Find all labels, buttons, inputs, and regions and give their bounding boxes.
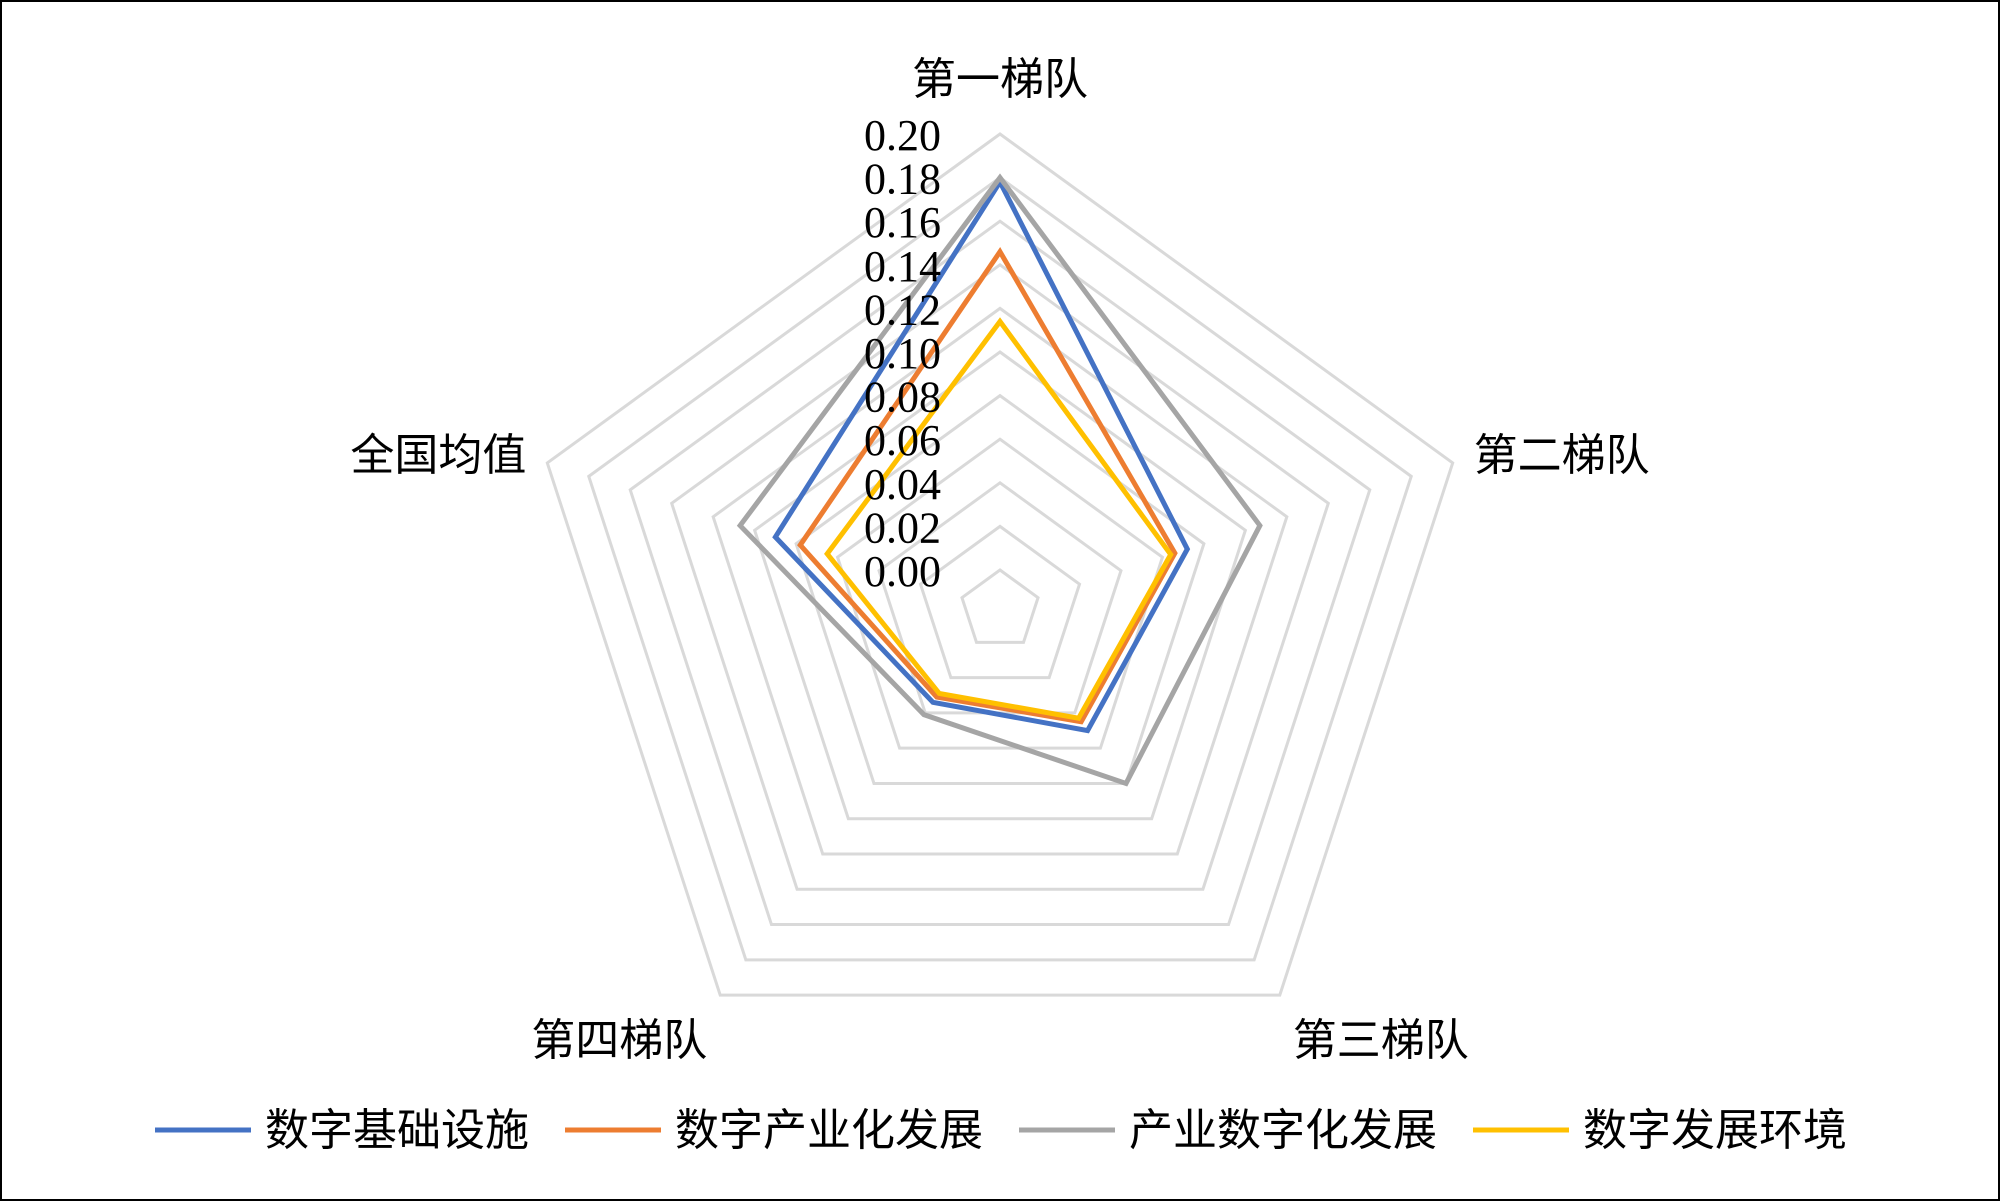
legend-label: 产业数字化发展 <box>1129 1106 1437 1155</box>
category-label: 第三梯队 <box>1293 1016 1469 1065</box>
category-label: 第二梯队 <box>1474 431 1650 480</box>
tick-label: 0.14 <box>864 242 941 291</box>
tick-label: 0.02 <box>864 503 941 552</box>
grid-ring <box>669 262 1331 891</box>
grid-ring <box>545 132 1455 997</box>
grid-ring <box>628 219 1372 927</box>
tick-label: 0.06 <box>864 416 941 465</box>
tick-label: 0.00 <box>864 547 941 596</box>
radar-grid <box>545 132 1455 997</box>
radar-series-layer <box>736 173 1263 787</box>
series-line <box>736 173 1263 787</box>
series-line <box>797 247 1178 725</box>
tick-label: 0.04 <box>864 460 941 509</box>
grid-ring <box>586 175 1414 962</box>
category-label: 第四梯队 <box>531 1016 707 1065</box>
legend: 数字基础设施 数字产业化发展 产业数字化发展 数字发展环境 <box>155 1106 1847 1155</box>
grid-ring <box>918 524 1082 680</box>
tick-label: 0.12 <box>864 285 941 334</box>
series-line <box>772 176 1191 734</box>
grid-ring <box>835 437 1165 750</box>
grid-ring <box>711 306 1289 856</box>
legend-label: 数字产业化发展 <box>675 1106 983 1155</box>
tick-label: 0.08 <box>864 373 941 422</box>
series-line <box>824 317 1174 721</box>
category-label: 第一梯队 <box>912 55 1088 104</box>
grid-ring <box>960 568 1040 644</box>
legend-label: 数字基础设施 <box>265 1106 529 1155</box>
tick-label: 0.20 <box>864 111 941 160</box>
tick-label: 0.18 <box>864 155 941 204</box>
radial-tick-labels: 0.000.020.040.060.080.100.120.140.160.18… <box>864 111 941 596</box>
tick-label: 0.10 <box>864 329 941 378</box>
category-label: 全国均值 <box>350 431 526 480</box>
legend-label: 数字发展环境 <box>1583 1106 1847 1155</box>
tick-label: 0.16 <box>864 198 941 247</box>
